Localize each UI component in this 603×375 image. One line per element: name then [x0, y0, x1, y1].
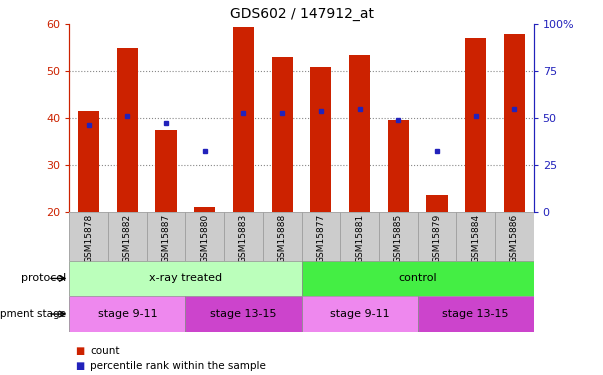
Text: development stage: development stage	[0, 309, 66, 319]
Text: protocol: protocol	[21, 273, 66, 284]
Bar	[349, 55, 370, 212]
Bar	[69, 296, 186, 332]
Bar	[186, 296, 302, 332]
Text: GSM15888: GSM15888	[277, 214, 286, 263]
Bar	[302, 212, 340, 261]
Text: GSM15881: GSM15881	[355, 214, 364, 263]
Bar	[186, 212, 224, 261]
Bar	[271, 57, 293, 212]
Text: percentile rank within the sample: percentile rank within the sample	[90, 361, 267, 370]
Text: count: count	[90, 346, 120, 355]
Bar	[194, 207, 215, 212]
Title: GDS602 / 147912_at: GDS602 / 147912_at	[230, 7, 373, 21]
Text: GSM15882: GSM15882	[123, 214, 132, 263]
Bar	[117, 48, 138, 212]
Bar	[224, 212, 263, 261]
Bar	[147, 212, 186, 261]
Bar	[108, 212, 147, 261]
Bar	[302, 296, 417, 332]
Bar	[263, 212, 302, 261]
Text: GSM15877: GSM15877	[317, 214, 326, 263]
Bar	[495, 212, 534, 261]
Bar	[233, 27, 254, 212]
Text: GSM15878: GSM15878	[84, 214, 93, 263]
Bar	[156, 130, 177, 212]
Text: GSM15880: GSM15880	[200, 214, 209, 263]
Bar	[456, 212, 495, 261]
Bar	[78, 111, 99, 212]
Text: GSM15879: GSM15879	[432, 214, 441, 263]
Bar	[69, 212, 108, 261]
Bar	[417, 296, 534, 332]
Bar	[310, 67, 332, 212]
Bar	[302, 261, 534, 296]
Text: GSM15885: GSM15885	[394, 214, 403, 263]
Bar	[504, 34, 525, 212]
Bar	[388, 120, 409, 212]
Text: GSM15883: GSM15883	[239, 214, 248, 263]
Text: ■: ■	[75, 361, 84, 370]
Text: ■: ■	[75, 346, 84, 355]
Bar	[417, 212, 456, 261]
Text: stage 9-11: stage 9-11	[98, 309, 157, 319]
Bar	[69, 261, 302, 296]
Bar	[379, 212, 417, 261]
Text: GSM15887: GSM15887	[162, 214, 171, 263]
Text: control: control	[398, 273, 437, 284]
Bar	[426, 195, 447, 212]
Text: stage 9-11: stage 9-11	[330, 309, 390, 319]
Text: stage 13-15: stage 13-15	[210, 309, 277, 319]
Text: stage 13-15: stage 13-15	[443, 309, 509, 319]
Bar	[465, 39, 486, 212]
Text: GSM15886: GSM15886	[510, 214, 519, 263]
Text: GSM15884: GSM15884	[471, 214, 480, 263]
Bar	[340, 212, 379, 261]
Text: x-ray treated: x-ray treated	[149, 273, 222, 284]
